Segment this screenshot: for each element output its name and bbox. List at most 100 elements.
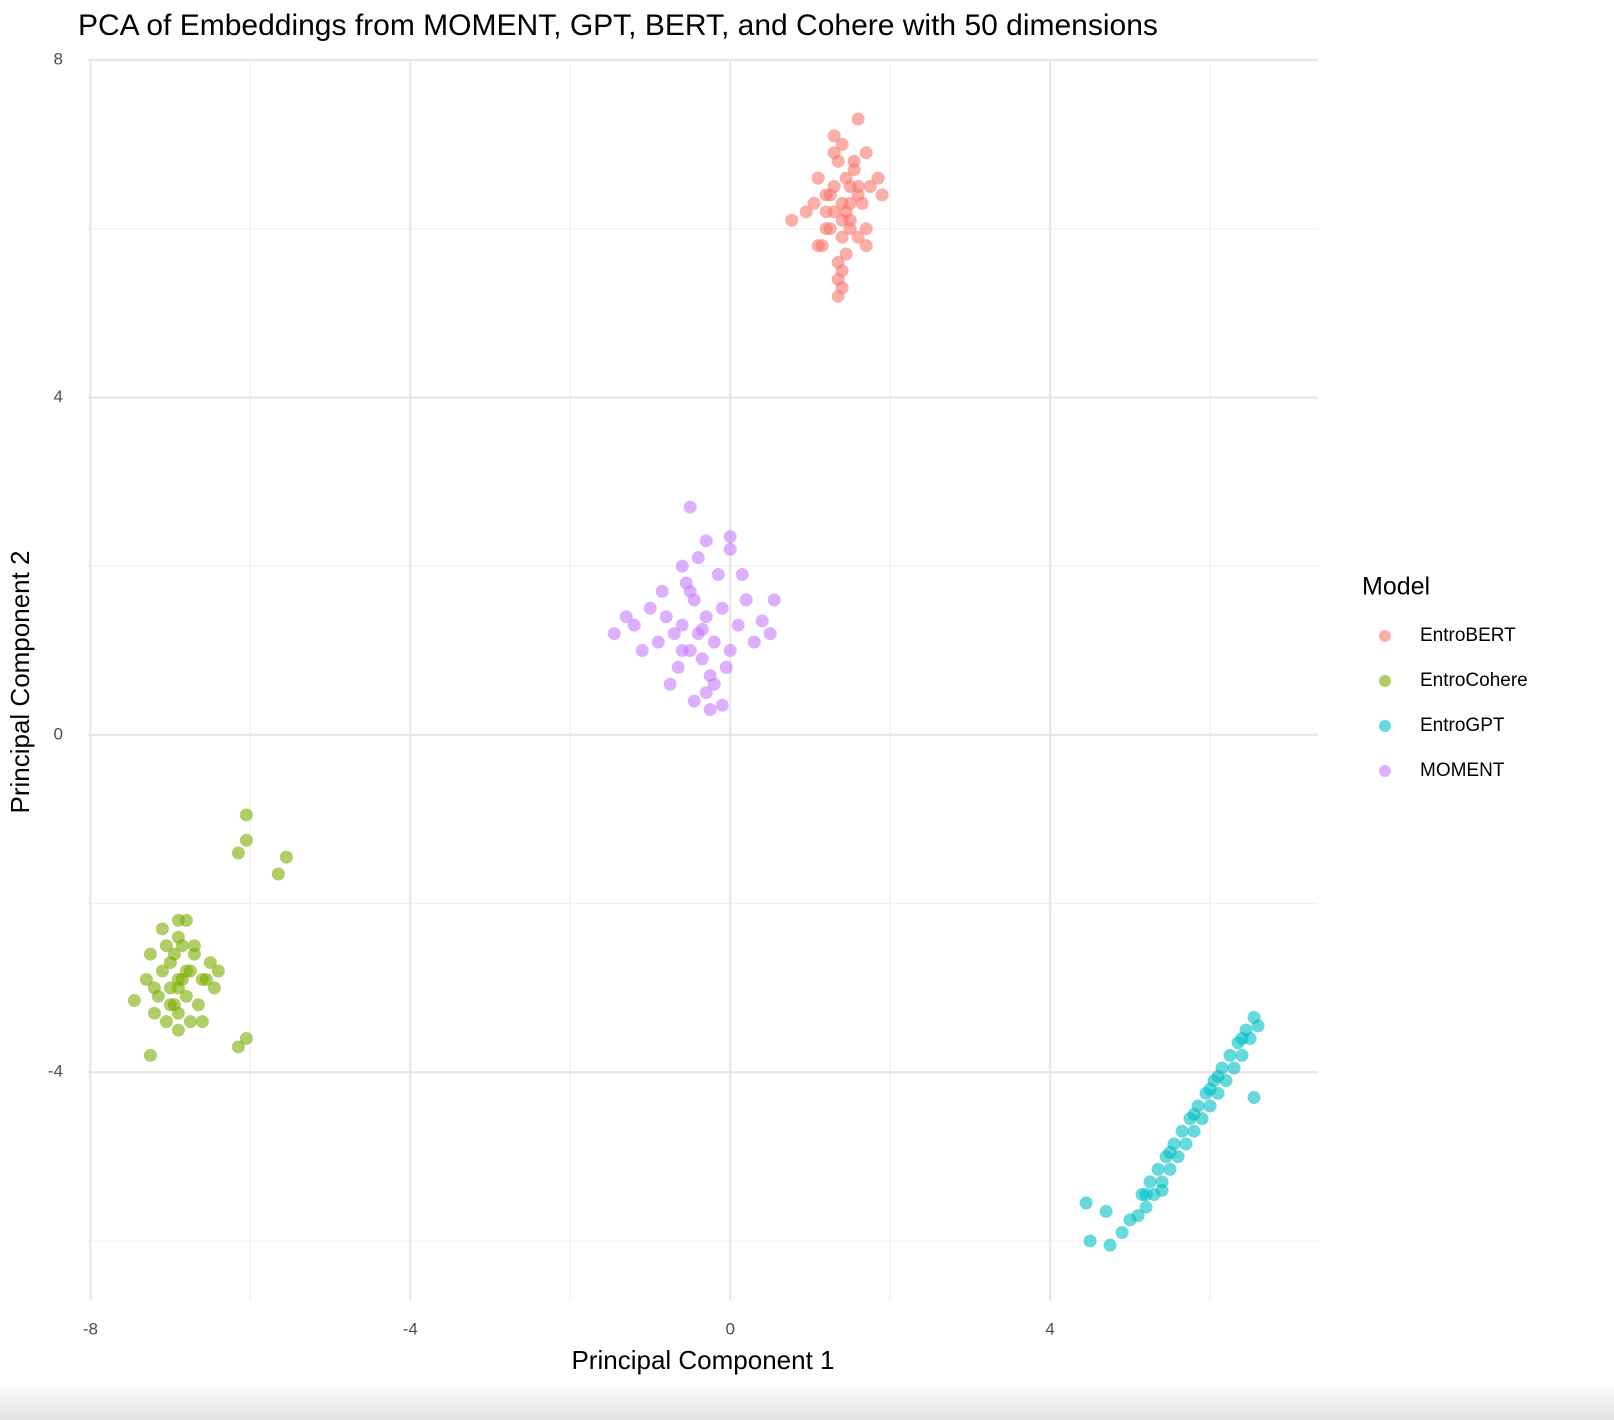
point <box>659 610 673 624</box>
point <box>1143 1175 1157 1189</box>
point <box>1247 1091 1261 1105</box>
point <box>1139 1188 1153 1202</box>
point <box>191 998 205 1012</box>
legend-marker <box>1379 720 1391 732</box>
point <box>711 568 725 582</box>
point <box>823 188 837 202</box>
point <box>179 964 193 978</box>
point <box>785 213 799 227</box>
y-axis-label: Principal Component 2 <box>5 550 35 813</box>
point <box>831 255 845 269</box>
point <box>231 1040 245 1054</box>
point <box>855 196 869 210</box>
point <box>1131 1209 1145 1223</box>
point <box>811 239 825 253</box>
point <box>843 196 857 210</box>
point <box>859 239 873 253</box>
x-tick-label: -8 <box>83 1319 98 1338</box>
point <box>231 846 245 860</box>
point <box>723 542 737 556</box>
point <box>1251 1019 1265 1033</box>
point <box>1155 1183 1169 1197</box>
point <box>1099 1204 1113 1218</box>
point <box>1115 1226 1129 1240</box>
point <box>1187 1107 1201 1121</box>
point <box>735 568 749 582</box>
point <box>839 171 853 185</box>
point <box>279 850 293 864</box>
y-tick-label: -4 <box>48 1062 63 1081</box>
point <box>607 627 621 641</box>
point <box>171 981 185 995</box>
point <box>699 610 713 624</box>
point <box>1163 1162 1177 1176</box>
y-tick-label: 0 <box>54 724 63 743</box>
point <box>239 1032 253 1046</box>
point <box>143 1048 157 1062</box>
legend-title: Model <box>1362 573 1430 601</box>
point <box>203 956 217 970</box>
point <box>871 171 885 185</box>
point <box>723 530 737 544</box>
chart-title: PCA of Embeddings from MOMENT, GPT, BERT… <box>78 9 1158 42</box>
point <box>699 534 713 548</box>
point <box>187 939 201 953</box>
y-tick-label: 8 <box>54 49 63 68</box>
point <box>707 635 721 649</box>
point <box>719 660 733 674</box>
point <box>715 698 729 712</box>
legend-marker <box>1379 765 1391 777</box>
point <box>1083 1234 1097 1248</box>
point <box>155 922 169 936</box>
point <box>835 137 849 151</box>
point <box>171 930 185 944</box>
point <box>627 618 641 632</box>
point <box>1079 1196 1093 1210</box>
point <box>767 593 781 607</box>
point <box>155 964 169 978</box>
point <box>1179 1137 1193 1151</box>
point <box>1223 1048 1237 1062</box>
point <box>1151 1162 1165 1176</box>
point <box>835 230 849 244</box>
point <box>147 1006 161 1020</box>
point <box>827 205 841 219</box>
y-tick-label: 4 <box>54 387 63 406</box>
point <box>723 643 737 657</box>
point <box>651 635 665 649</box>
point <box>171 1023 185 1037</box>
point <box>1235 1032 1249 1046</box>
point <box>847 154 861 168</box>
point <box>1103 1238 1117 1252</box>
legend-label: EntroCohere <box>1420 670 1528 691</box>
point <box>755 614 769 628</box>
point <box>139 972 153 986</box>
point <box>747 635 761 649</box>
legend-marker <box>1379 675 1391 687</box>
window-edge <box>0 1380 1614 1420</box>
point <box>663 677 677 691</box>
point <box>819 222 833 236</box>
point <box>851 230 865 244</box>
point <box>1163 1145 1177 1159</box>
point <box>683 500 697 514</box>
point <box>687 694 701 708</box>
point <box>799 205 813 219</box>
x-tick-label: 0 <box>725 1319 734 1338</box>
point <box>151 989 165 1003</box>
point <box>1175 1124 1189 1138</box>
point <box>619 610 633 624</box>
x-tick-label: -4 <box>403 1319 418 1338</box>
legend-label: EntroGPT <box>1420 715 1505 736</box>
point <box>143 947 157 961</box>
point <box>707 677 721 691</box>
x-axis-label: Principal Component 1 <box>571 1345 834 1375</box>
point <box>863 180 877 194</box>
point <box>859 146 873 160</box>
point <box>703 703 717 717</box>
point <box>671 660 685 674</box>
point <box>239 808 253 822</box>
point <box>199 972 213 986</box>
